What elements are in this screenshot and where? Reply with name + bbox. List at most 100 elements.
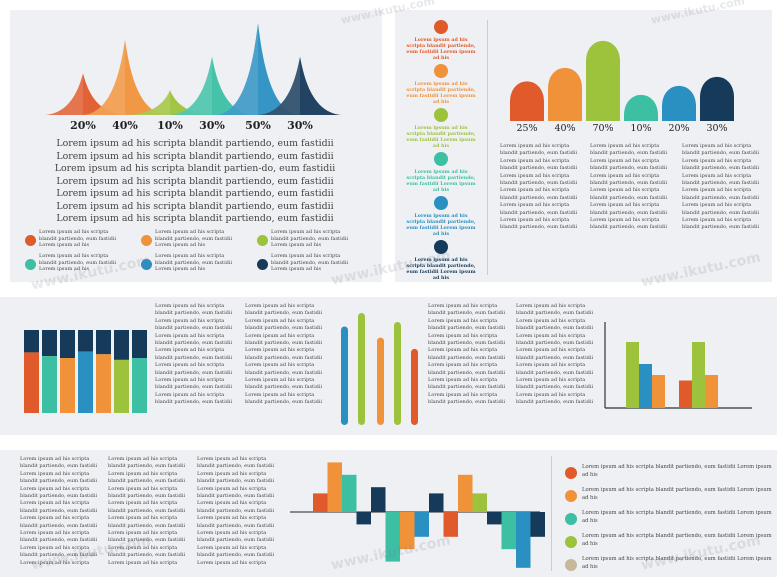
diverging-bar bbox=[516, 512, 531, 568]
arch-bar bbox=[548, 67, 582, 121]
axis-bar bbox=[652, 375, 665, 408]
timeline-dot bbox=[434, 152, 448, 166]
legend-dot bbox=[257, 259, 268, 270]
diverging-bar bbox=[458, 474, 473, 512]
legend-dot bbox=[565, 513, 577, 525]
stacked-bar-top bbox=[24, 330, 39, 353]
diverging-bar bbox=[356, 512, 371, 525]
mountain-peak bbox=[45, 73, 125, 115]
legend-text: Lorem ipsum ad his scripta blandit parti… bbox=[582, 510, 772, 524]
legend-dot bbox=[565, 467, 577, 479]
timeline-text: Lorem ipsum ad his scripta blandit parti… bbox=[406, 213, 476, 237]
stacked-bar-bottom bbox=[42, 356, 57, 413]
diverging-bar bbox=[429, 493, 444, 512]
arch-percent-label: 30% bbox=[706, 123, 728, 134]
arch-bar bbox=[700, 76, 734, 121]
arch-percent-label: 25% bbox=[516, 123, 538, 134]
legend-dot bbox=[257, 235, 268, 246]
stacked-bar-top bbox=[96, 330, 111, 355]
percent-label: 30% bbox=[287, 119, 313, 132]
legend-dot bbox=[141, 235, 152, 246]
legend-dot bbox=[141, 259, 152, 270]
bottom-divider bbox=[551, 456, 552, 571]
arch-bar bbox=[624, 94, 658, 121]
arch-percent-label: 20% bbox=[668, 123, 690, 134]
timeline-text: Lorem ipsum ad his scripta blandit parti… bbox=[406, 125, 476, 149]
percent-label: 40% bbox=[112, 119, 138, 132]
axis-bar bbox=[679, 380, 692, 408]
timeline-dot bbox=[434, 64, 448, 78]
diverging-bar bbox=[530, 512, 545, 537]
mountain-peak bbox=[128, 90, 212, 115]
legend-text: Lorem ipsum ad his scripta blandit parti… bbox=[271, 229, 349, 248]
mountain-peak-shade bbox=[128, 90, 170, 115]
percent-label: 50% bbox=[245, 119, 271, 132]
legend-text: Lorem ipsum ad his scripta blandit parti… bbox=[582, 464, 772, 478]
legend-text: Lorem ipsum ad his scripta blandit parti… bbox=[582, 533, 772, 547]
stacked-bar-top bbox=[132, 330, 147, 359]
timeline-divider bbox=[487, 20, 488, 275]
timeline-text: Lorem ipsum ad his scripta blandit parti… bbox=[406, 81, 476, 105]
diverging-bar bbox=[313, 493, 328, 512]
axis-bar bbox=[692, 342, 705, 408]
stacked-bar-bottom bbox=[114, 359, 129, 413]
legend-text: Lorem ipsum ad his scripta blandit parti… bbox=[582, 556, 772, 570]
bot-text-col-1: Lorem ipsum ad his scripta blandit parti… bbox=[20, 456, 98, 566]
mid-text-col-4: Lorem ipsum ad his scripta blandit parti… bbox=[516, 303, 594, 406]
arch-bar bbox=[510, 81, 544, 121]
stacked-bar-top bbox=[78, 330, 93, 352]
top-left-panel bbox=[10, 10, 382, 282]
pill-bar bbox=[394, 321, 401, 425]
top-left-paragraph: Lorem ipsum ad his scripta blandit parti… bbox=[54, 138, 336, 224]
mountain-peak bbox=[216, 23, 300, 115]
axis-bar bbox=[639, 364, 652, 408]
stacked-bar-top bbox=[42, 330, 57, 357]
stacked-bar-bottom bbox=[24, 352, 39, 413]
mountain-peak bbox=[258, 56, 342, 115]
legend-dot bbox=[565, 559, 577, 571]
legend-dot bbox=[25, 259, 36, 270]
legend-text: Lorem ipsum ad his scripta blandit parti… bbox=[39, 229, 117, 248]
top-right-panel bbox=[395, 10, 772, 282]
legend-dot bbox=[565, 490, 577, 502]
legend-text: Lorem ipsum ad his scripta blandit parti… bbox=[39, 253, 117, 272]
arch-bar bbox=[662, 85, 696, 121]
mountain-peak-shade bbox=[45, 73, 83, 115]
legend-text: Lorem ipsum ad his scripta blandit parti… bbox=[271, 253, 349, 272]
mountain-peak bbox=[83, 39, 167, 115]
mid-text-col-3: Lorem ipsum ad his scripta blandit parti… bbox=[428, 303, 506, 406]
pill-bar bbox=[377, 337, 384, 425]
stacked-bar-top bbox=[60, 330, 75, 359]
timeline-text: Lorem ipsum ad his scripta blandit parti… bbox=[406, 257, 476, 281]
mountain-peak-shade bbox=[258, 56, 300, 115]
stacked-bar-bottom bbox=[60, 358, 75, 413]
mountain-peak-shade bbox=[216, 23, 258, 115]
mid-text-col-1: Lorem ipsum ad his scripta blandit parti… bbox=[155, 303, 233, 406]
mountain-peak-shade bbox=[83, 39, 125, 115]
stacked-bar-top bbox=[114, 330, 129, 360]
timeline-text: Lorem ipsum ad his scripta blandit parti… bbox=[406, 169, 476, 193]
timeline-dot bbox=[434, 240, 448, 254]
legend-text: Lorem ipsum ad his scripta blandit parti… bbox=[155, 253, 233, 272]
tr-text-col-1: Lorem ipsum ad his scripta blandit parti… bbox=[500, 143, 578, 231]
percent-label: 30% bbox=[199, 119, 225, 132]
axis-bar bbox=[705, 375, 718, 408]
diverging-bar bbox=[342, 474, 357, 512]
arch-bar bbox=[586, 40, 620, 121]
timeline-dot bbox=[434, 20, 448, 34]
percent-label: 20% bbox=[70, 119, 96, 132]
diverging-bar bbox=[400, 512, 415, 550]
arch-percent-label: 70% bbox=[592, 123, 614, 134]
timeline-dot bbox=[434, 196, 448, 210]
arch-percent-label: 40% bbox=[554, 123, 576, 134]
stacked-bar-bottom bbox=[96, 354, 111, 413]
diverging-bar bbox=[472, 493, 487, 512]
timeline-dot bbox=[434, 108, 448, 122]
stacked-bar-bottom bbox=[78, 351, 93, 413]
legend-text: Lorem ipsum ad his scripta blandit parti… bbox=[155, 229, 233, 248]
mountain-peak-shade bbox=[170, 56, 212, 115]
mid-text-col-2: Lorem ipsum ad his scripta blandit parti… bbox=[245, 303, 323, 406]
pill-bar bbox=[411, 348, 418, 425]
